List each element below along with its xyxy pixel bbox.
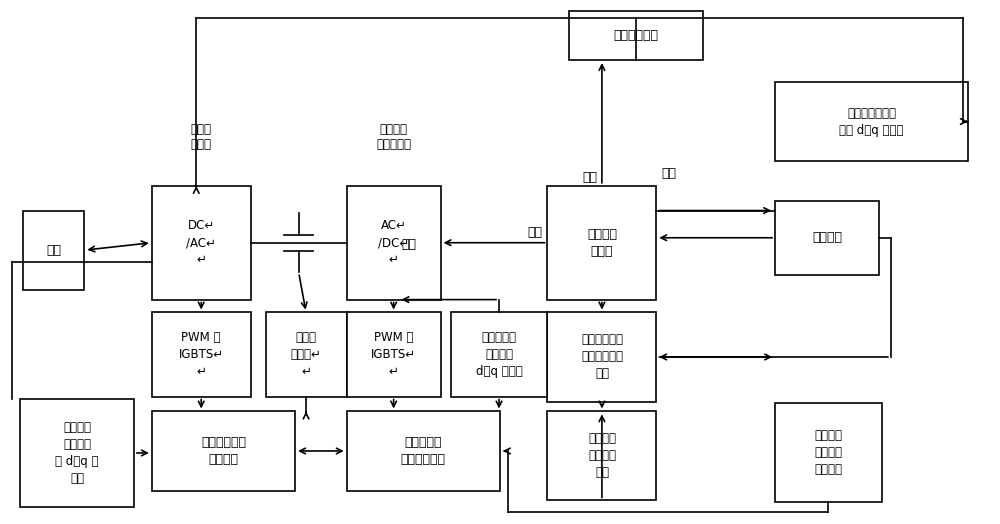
Text: 转子: 转子: [401, 238, 416, 251]
Text: 三相电网
电流电压
经 d，q 轴
变换: 三相电网 电流电压 经 d，q 轴 变换: [55, 421, 99, 485]
Bar: [451, 312, 547, 397]
Bar: [23, 211, 84, 290]
Bar: [20, 399, 134, 507]
Text: 转子: 转子: [528, 226, 543, 239]
Text: AC↵
/DC↵
↵: AC↵ /DC↵ ↵: [378, 219, 409, 266]
Bar: [547, 186, 656, 300]
Text: 定子: 定子: [661, 168, 676, 180]
Text: 电网: 电网: [46, 244, 61, 257]
Text: PWM 调
IGBTS↵
↵: PWM 调 IGBTS↵ ↵: [371, 331, 416, 378]
Text: 电网侧
变换器: 电网侧 变换器: [191, 123, 212, 151]
Text: 发电机转
子侧变换器: 发电机转 子侧变换器: [376, 123, 411, 151]
Text: 三相转子电
流电压经
d，q 轴变换: 三相转子电 流电压经 d，q 轴变换: [476, 331, 522, 378]
Bar: [152, 186, 251, 300]
Text: 发电机侧励
磁电源控制器: 发电机侧励 磁电源控制器: [401, 436, 446, 466]
Bar: [547, 312, 656, 401]
Text: 三相定子电流电
压经 d，q 轴变换: 三相定子电流电 压经 d，q 轴变换: [839, 106, 904, 137]
Bar: [547, 411, 656, 500]
Bar: [152, 411, 295, 490]
Bar: [266, 312, 347, 397]
Text: 暂态过程
直接转矩
控制方法: 暂态过程 直接转矩 控制方法: [814, 430, 842, 476]
Bar: [347, 411, 500, 490]
Bar: [347, 312, 441, 397]
Text: 同期并网控制: 同期并网控制: [614, 29, 659, 42]
Text: PWM 调
IGBTS↵
↵: PWM 调 IGBTS↵ ↵: [179, 331, 224, 378]
Text: DC↵
/AC↵
↵: DC↵ /AC↵ ↵: [186, 219, 216, 266]
Text: 直流母
线电压↵
↵: 直流母 线电压↵ ↵: [291, 331, 322, 378]
Bar: [775, 82, 968, 161]
Text: 风机轮桨: 风机轮桨: [812, 231, 842, 244]
Text: 电网侧励磁电
源控制器: 电网侧励磁电 源控制器: [201, 436, 246, 466]
Bar: [152, 312, 251, 397]
Text: 双馈风力
发电机: 双馈风力 发电机: [587, 228, 617, 258]
Text: 定子: 定子: [582, 171, 597, 184]
Text: 发电机转子和
风机轮浆转速
测定: 发电机转子和 风机轮浆转速 测定: [581, 333, 623, 380]
Text: 稳态过程
矢量控制
方法: 稳态过程 矢量控制 方法: [588, 432, 616, 479]
Bar: [775, 201, 879, 275]
Bar: [347, 186, 441, 300]
Bar: [569, 10, 703, 60]
Bar: [775, 403, 882, 503]
